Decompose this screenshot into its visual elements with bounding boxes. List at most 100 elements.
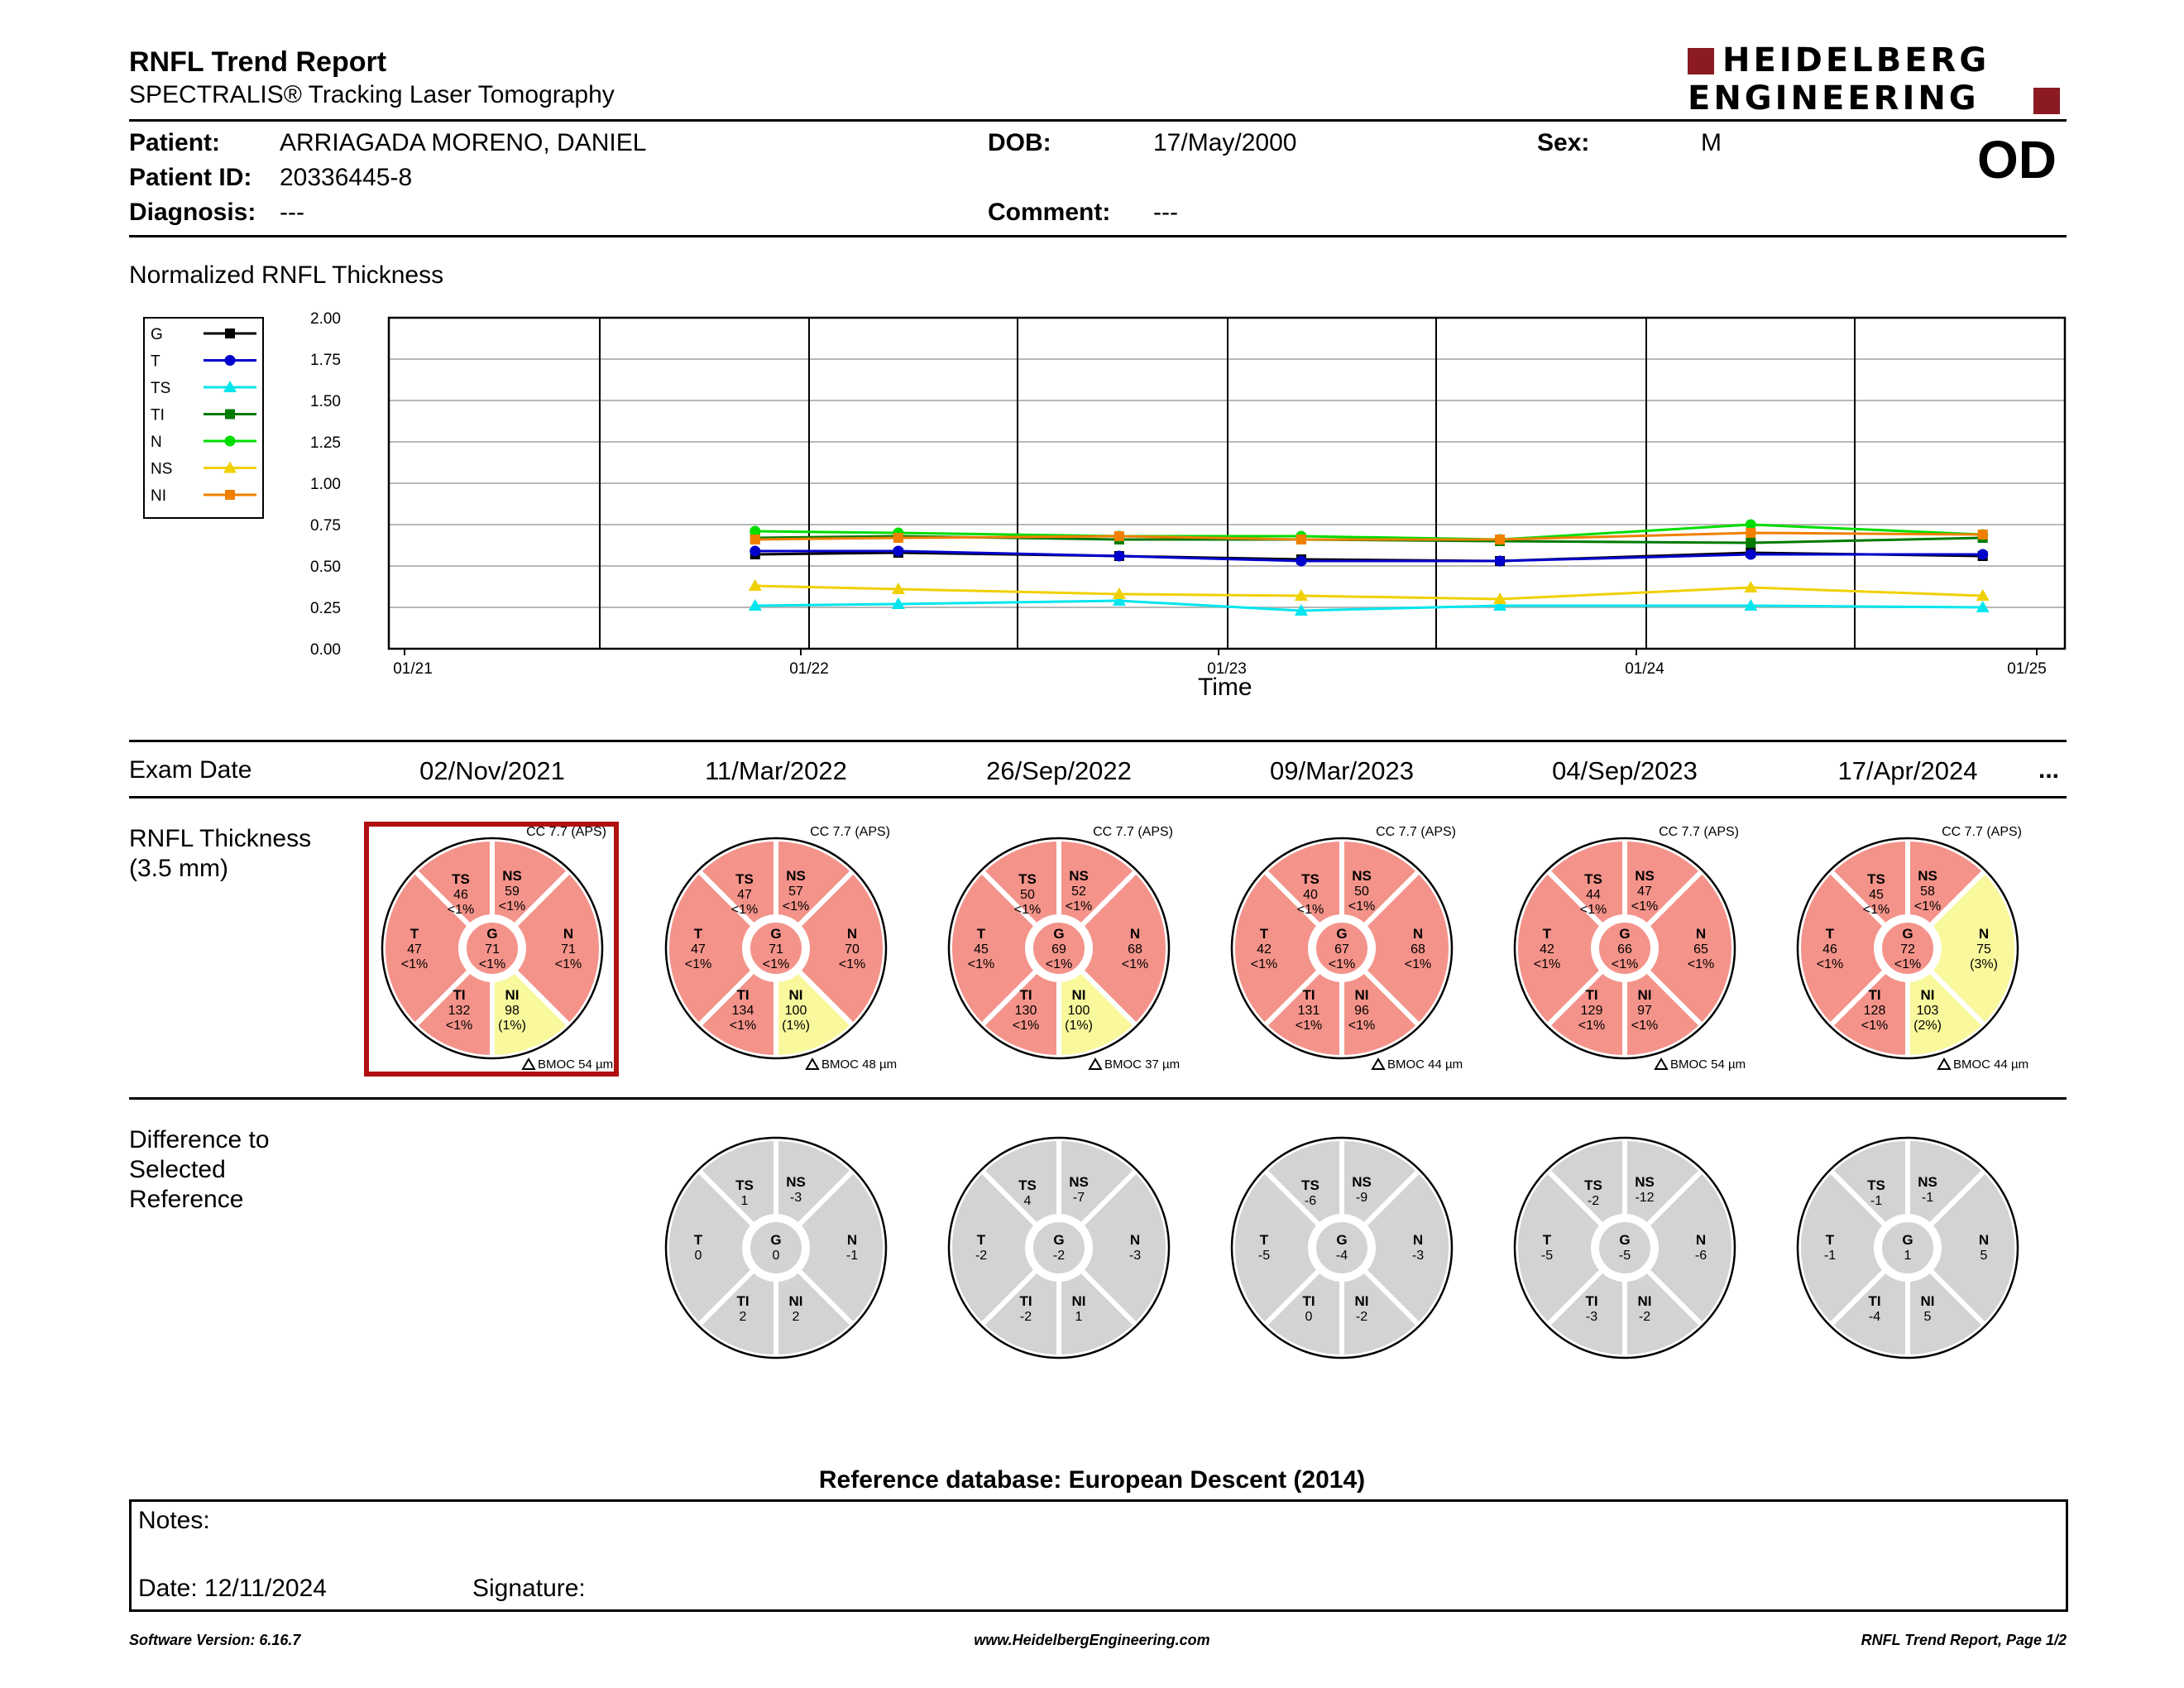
data-point-ns (1744, 581, 1758, 592)
sector-value: <1% (1894, 957, 1921, 971)
sector-value: 42 (1257, 942, 1272, 957)
data-point-ts (891, 597, 905, 609)
sector-label: NI (1355, 1293, 1369, 1309)
sector-value: 0 (1305, 1310, 1313, 1324)
sector-value: 44 (1586, 888, 1601, 902)
legend-marker-ni (225, 490, 235, 500)
data-point-ns (1112, 587, 1126, 599)
sector-label: G (1053, 926, 1064, 942)
sector-label: NI (789, 1293, 803, 1309)
sector-value: 47 (1637, 885, 1652, 899)
thickness-map: TS40<1%NS50<1%T42<1%N68<1%TI131<1%NI96<1… (1230, 836, 1454, 1061)
sector-value: -6 (1695, 1249, 1707, 1263)
sector-label: N (1696, 926, 1706, 942)
sector-value: <1% (401, 957, 428, 971)
y-tick-label: 2.00 (310, 310, 341, 328)
delta-icon (1088, 1057, 1103, 1070)
thickness-map: TS44<1%NS47<1%T42<1%N65<1%TI129<1%NI97<1… (1513, 836, 1736, 1061)
sector-label: NS (1918, 868, 1937, 884)
sector-label: TI (1302, 987, 1315, 1003)
sector-value: 46 (1822, 942, 1837, 957)
diagnosis-value: --- (280, 199, 304, 226)
chart-divider (129, 740, 2067, 742)
sector-value: (3%) (1970, 957, 1998, 971)
website-link[interactable]: www.HeidelbergEngineering.com (974, 1632, 1210, 1648)
y-tick-label: 1.00 (310, 476, 341, 493)
sector-label: T (694, 926, 703, 942)
sector-label: G (1336, 1232, 1347, 1248)
sector-g (1028, 1217, 1090, 1278)
exam-date[interactable]: 17/Apr/2024 (1837, 756, 1978, 785)
x-tick-label: 01/23 (1207, 660, 1247, 678)
sector-label: TI (736, 1293, 749, 1309)
exam-date[interactable]: 11/Mar/2022 (705, 756, 847, 785)
selected-reference-frame (364, 822, 619, 1077)
sector-label: T (1260, 1232, 1269, 1248)
sector-value: <1% (1861, 1019, 1888, 1033)
sector-label: TI (1019, 1293, 1032, 1309)
sector-label: N (1130, 926, 1140, 942)
sector-value: 1 (1904, 1249, 1912, 1263)
sector-value: 45 (974, 942, 989, 957)
sector-g (745, 1217, 807, 1278)
sector-label: TS (452, 871, 470, 887)
sector-value: -2 (1020, 1310, 1032, 1324)
page-number: RNFL Trend Report, Page 1/2 (1861, 1632, 2067, 1648)
sector-value: <1% (1863, 903, 1889, 917)
sector-value: 57 (788, 885, 803, 899)
sector-value: <1% (731, 903, 758, 917)
sector-value: <1% (1013, 1019, 1039, 1033)
comment-value: --- (1153, 199, 1178, 226)
bmoc-label: BMOC 48 µm (821, 1057, 897, 1072)
sector-value: -2 (975, 1249, 987, 1263)
sector-label: N (847, 1232, 857, 1248)
sector-value: <1% (1688, 957, 1714, 971)
eye-label: OD (1977, 130, 2057, 189)
sector-label: NS (1069, 868, 1089, 884)
exam-date[interactable]: 09/Mar/2023 (1269, 756, 1415, 785)
more-exams-indicator[interactable]: ... (2038, 756, 2060, 784)
sector-label: TS (1301, 1177, 1320, 1193)
data-point-t (1296, 555, 1307, 567)
report-title: RNFL Trend Report (129, 46, 387, 78)
sector-value: 47 (407, 942, 422, 957)
sector-value: <1% (839, 957, 865, 971)
x-tick-label: 01/24 (1625, 660, 1664, 678)
cc-label: CC 7.7 (APS) (1659, 825, 1739, 839)
data-point-ns (1976, 589, 1990, 601)
data-point-ts (1976, 601, 1990, 612)
data-point-ts (1744, 599, 1758, 611)
sector-value: 0 (695, 1249, 702, 1263)
sector-label: T (1260, 926, 1269, 942)
thickness-map: TS46<1%NS59<1%T47<1%N71<1%TI132<1%NI98(1… (381, 836, 604, 1061)
y-tick-label: 1.75 (310, 352, 341, 369)
exam-date[interactable]: 02/Nov/2021 (419, 756, 565, 785)
data-point-ns (748, 579, 762, 591)
delta-icon (1937, 1057, 1952, 1070)
data-point-ns (1493, 592, 1507, 604)
data-point-ni (1114, 531, 1124, 541)
exam-date[interactable]: 26/Sep/2022 (986, 756, 1132, 785)
sector-label: T (977, 1232, 986, 1248)
data-point-ni (1296, 535, 1306, 544)
comment-label: Comment: (988, 199, 1111, 226)
map-outline (1230, 837, 1454, 1060)
data-point-ni (893, 533, 903, 543)
delta-icon (521, 1057, 536, 1070)
sector-label: N (1979, 926, 1989, 942)
sector-value: 70 (845, 942, 860, 957)
sector-value: 72 (1900, 942, 1915, 957)
map-outline (1513, 1136, 1736, 1360)
sector-value: <1% (1251, 957, 1277, 971)
exam-date-label: Exam Date (129, 756, 252, 784)
sector-value: <1% (730, 1019, 756, 1033)
exam-date[interactable]: 04/Sep/2023 (1552, 756, 1698, 785)
legend-marker-ns (223, 461, 237, 473)
sector-value: 128 (1864, 1004, 1886, 1018)
signature-label[interactable]: Signature: (472, 1575, 586, 1602)
sector-value: (1%) (498, 1019, 526, 1033)
sector-label: NI (505, 987, 520, 1003)
sector-value: <1% (783, 899, 809, 914)
sector-value: 129 (1581, 1004, 1603, 1018)
